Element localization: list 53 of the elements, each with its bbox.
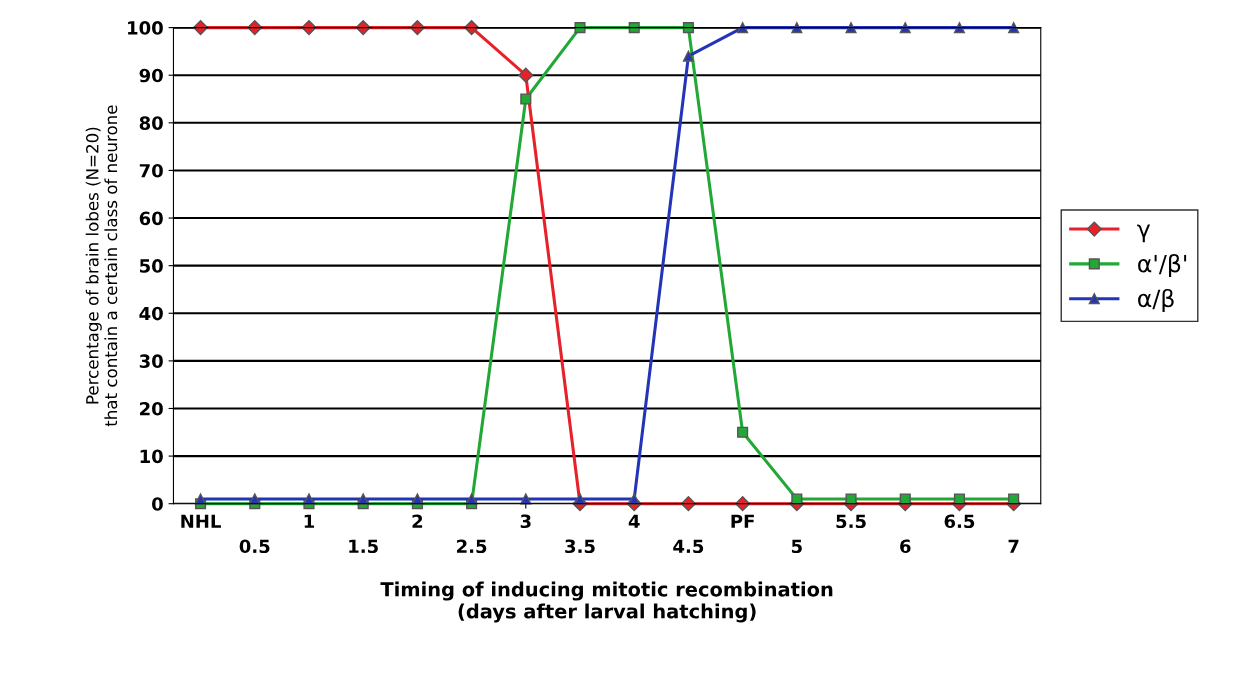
point xyxy=(845,493,857,505)
point xyxy=(899,493,911,505)
x-tick-label: 6.5 xyxy=(944,514,975,529)
x-tick-label: NHL xyxy=(181,514,221,528)
x-tick-label: 0.5 xyxy=(239,539,270,554)
point xyxy=(518,67,534,83)
y-tick-label: 50 xyxy=(140,259,163,273)
point xyxy=(628,22,640,34)
x-axis-title: Timing of inducing mitotic recombination (days after larval hatching) xyxy=(380,581,833,623)
point xyxy=(520,93,532,105)
legend-label: α/β xyxy=(1138,288,1174,312)
point xyxy=(737,22,749,34)
y-axis-title: Percentage of brain lobes (N=20) that contain a certain class of neurone xyxy=(85,105,118,427)
y-tick-label: 90 xyxy=(139,68,163,83)
y-tick-label: 10 xyxy=(140,449,163,464)
x-tick-label: 1.5 xyxy=(349,539,378,554)
legend-label: γ xyxy=(1137,224,1151,243)
legend-label: α'/β' xyxy=(1138,254,1187,278)
x-tick-label: 4 xyxy=(628,514,640,528)
x-tick-label: PF xyxy=(731,514,754,528)
point xyxy=(1008,22,1020,34)
x-tick-label: 3 xyxy=(520,514,531,529)
x-tick-label: 2 xyxy=(412,514,423,528)
point xyxy=(1008,493,1020,505)
y-tick-label: 30 xyxy=(139,354,163,368)
point xyxy=(355,20,371,36)
point xyxy=(791,493,803,505)
y-tick-label: 0 xyxy=(152,497,163,511)
point xyxy=(737,426,749,438)
point xyxy=(682,22,694,34)
y-tick-label: 40 xyxy=(139,306,163,321)
y-tick-label: 70 xyxy=(139,163,163,178)
point xyxy=(301,20,317,36)
x-tick-label: 6 xyxy=(900,539,911,554)
point xyxy=(574,22,586,34)
x-tick-label: 5.5 xyxy=(836,514,866,529)
y-tick-label: 20 xyxy=(140,401,163,416)
x-tick-label: 4.5 xyxy=(673,539,704,554)
point xyxy=(845,22,857,34)
point xyxy=(735,496,751,512)
x-tick-label: 5 xyxy=(791,539,802,554)
point xyxy=(953,493,966,505)
x-tick-label: 3.5 xyxy=(565,539,595,554)
point xyxy=(953,22,966,34)
x-tick-label: 1 xyxy=(304,514,315,528)
y-tick-label: 60 xyxy=(139,211,163,226)
x-tick-label: 2.5 xyxy=(457,539,487,554)
point xyxy=(680,496,696,512)
y-tick-label: 100 xyxy=(128,21,163,35)
y-tick-label: 80 xyxy=(139,116,163,130)
point xyxy=(682,50,694,62)
x-tick-label: 7 xyxy=(1008,539,1019,553)
point xyxy=(247,20,263,36)
